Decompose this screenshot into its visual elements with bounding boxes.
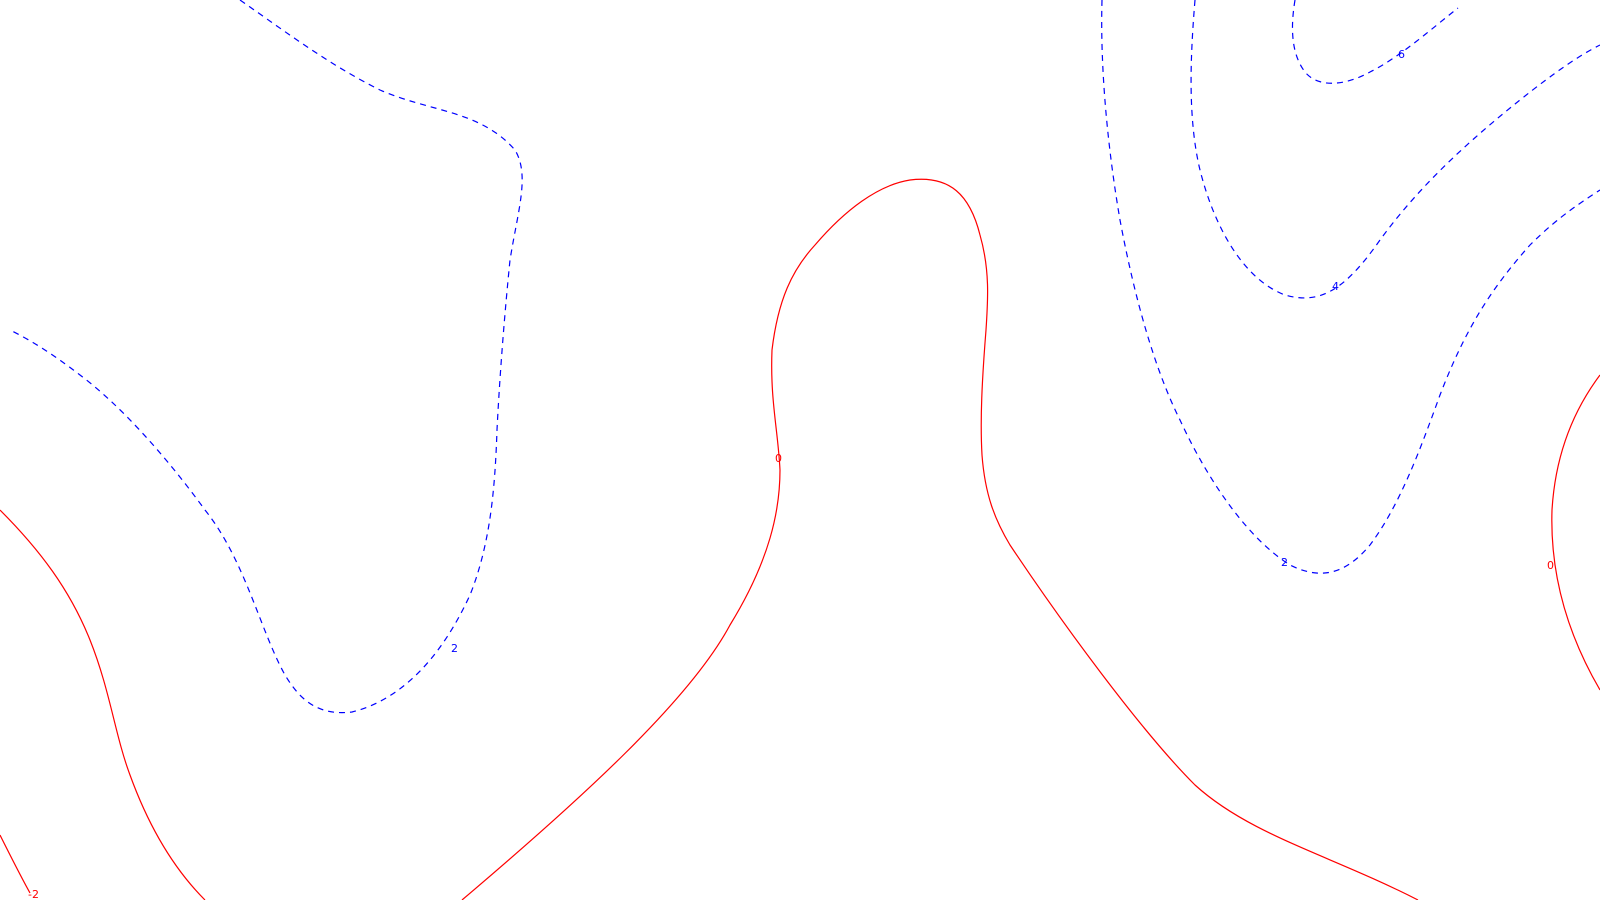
contour-label-2-right: 2 — [1281, 556, 1288, 569]
contour-line-level-neg2-lower-left — [0, 509, 206, 900]
contour-line-level-2-right — [1101, 0, 1600, 574]
contour-line-level-0-right — [1551, 374, 1600, 691]
contour-line-level-6-top-right — [1291, 0, 1459, 84]
contour-label-2-upper-left: 2 — [451, 642, 458, 655]
contour-line-level-neg2-lower-left-edge — [0, 834, 31, 894]
contour-label-6-top-right: 6 — [1398, 48, 1405, 61]
contour-line-level-2-upper-left — [9, 0, 523, 714]
contour-label-0-right: 0 — [1547, 559, 1554, 572]
contour-line-level-0-center — [461, 178, 1419, 900]
contour-label-neg2-lower-left: -2 — [28, 888, 39, 900]
contour-label-4-right: 4 — [1332, 280, 1339, 293]
contour-line-level-4-right — [1190, 0, 1600, 299]
contour-label-0-center: 0 — [775, 452, 782, 465]
